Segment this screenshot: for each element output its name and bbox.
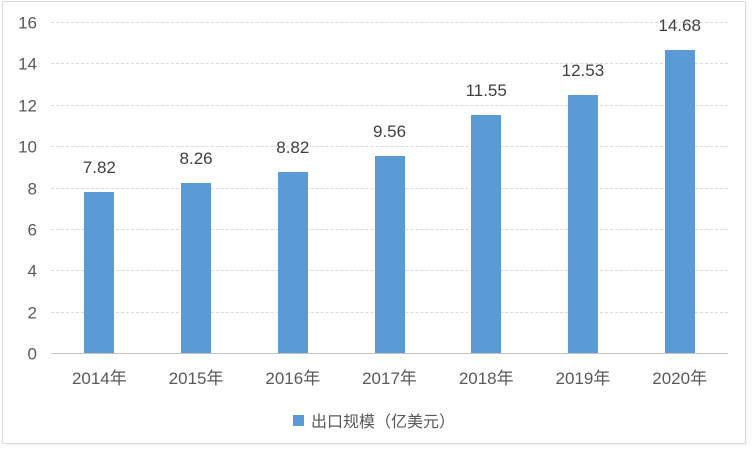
bar-value-label: 7.82 xyxy=(82,158,116,178)
y-axis: 0 2 4 6 8 10 12 14 16 xyxy=(3,15,43,363)
x-category-label: 2018年 xyxy=(458,369,514,388)
x-category-label: 2016年 xyxy=(265,369,321,388)
bar-value-label: 14.68 xyxy=(658,16,701,36)
gridline xyxy=(51,22,728,23)
y-tick-label: 8 xyxy=(27,179,37,198)
x-axis: 2014年 2015年 2016年 2017年 2018年 2019年 2020年 xyxy=(51,364,728,389)
bar-value-label: 12.53 xyxy=(561,60,605,80)
y-tick-label: 6 xyxy=(27,220,37,240)
y-tick-label: 2 xyxy=(27,303,37,323)
bar-value-label: 8.26 xyxy=(179,149,213,169)
y-tick-label: 12 xyxy=(18,96,37,116)
x-category-label: 2017年 xyxy=(362,369,417,388)
legend: 出口规模（亿美元） xyxy=(3,408,745,432)
x-category-label: 2014年 xyxy=(71,369,127,388)
bar xyxy=(471,115,502,354)
bar xyxy=(84,192,115,354)
legend-label: 出口规模（亿美元） xyxy=(310,414,455,431)
y-tick-label: 16 xyxy=(18,13,37,33)
x-category-label: 2019年 xyxy=(555,369,611,388)
bar xyxy=(664,50,695,354)
plot-area: 7.82 8.26 8.82 9.56 11.55 12.53 14.68 xyxy=(51,16,728,354)
x-axis-line xyxy=(51,353,728,354)
y-tick-label: 4 xyxy=(27,261,37,281)
bar xyxy=(567,94,598,354)
bar xyxy=(374,156,405,354)
y-tick-label: 0 xyxy=(27,344,37,364)
bar xyxy=(277,171,308,354)
gridline xyxy=(51,104,728,106)
x-category-label: 2020年 xyxy=(652,369,708,388)
y-tick-label: 14 xyxy=(18,54,37,74)
gridline xyxy=(51,63,728,65)
bar-value-label: 8.82 xyxy=(276,137,310,157)
x-category-label: 2015年 xyxy=(168,369,224,388)
gridline xyxy=(51,146,728,148)
chart-card: 0 2 4 6 8 10 12 14 16 7.82 8.26 8.82 9.56 11.55 12.53… xyxy=(2,1,746,444)
y-tick-label: 10 xyxy=(18,137,37,157)
bar-value-label: 11.55 xyxy=(465,81,507,101)
bar-value-label: 9.56 xyxy=(372,122,407,142)
legend-marker-icon xyxy=(292,414,304,426)
bar xyxy=(181,183,212,354)
